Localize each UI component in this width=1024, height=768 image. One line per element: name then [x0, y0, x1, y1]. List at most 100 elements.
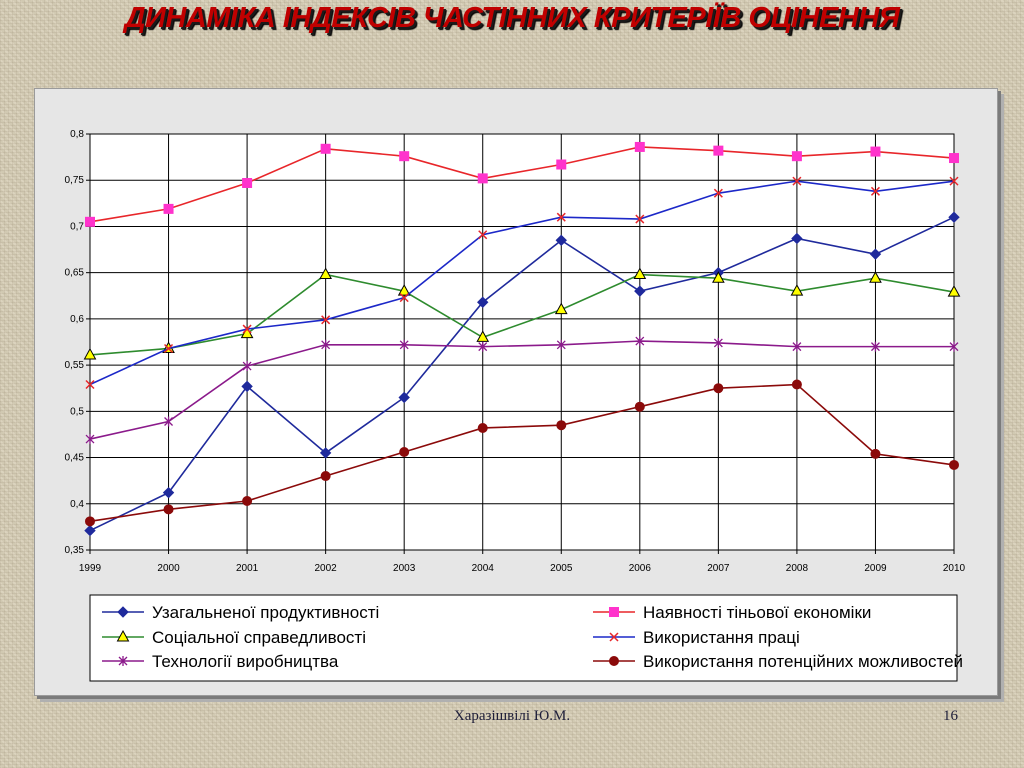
legend-marker-5	[118, 656, 128, 666]
series-6-point	[163, 504, 174, 515]
y-tick-label: 0,55	[65, 360, 85, 371]
series-2-point	[163, 203, 174, 214]
series-6-point	[320, 471, 331, 482]
series-1-point	[948, 211, 960, 223]
legend-marker-1	[117, 606, 129, 618]
y-tick-label: 0,5	[70, 406, 84, 417]
series-4-point	[242, 324, 252, 334]
series-line-3	[89, 273, 955, 356]
series-1-point	[398, 391, 410, 404]
series-5-point	[321, 339, 331, 350]
series-6-point	[949, 459, 959, 470]
series-2-point	[870, 146, 881, 157]
page-number: 16	[943, 708, 958, 724]
x-tick-label: 2010	[943, 563, 966, 574]
series-5-point	[85, 434, 95, 445]
series-line-4	[89, 180, 955, 386]
series-5-point	[242, 361, 252, 372]
chart-panel: 0,35 0,4 0,45 0,5 0,55 0,6 0,65 0,7 0,75 0,8 1999 2…	[34, 88, 998, 696]
series-3-point	[83, 347, 97, 360]
series-3-point	[869, 271, 882, 283]
legend-marker-3	[116, 629, 130, 642]
series-1-point	[869, 248, 882, 260]
series-4-point	[85, 379, 95, 390]
series-3-point	[476, 330, 490, 342]
legend-marker-4	[609, 632, 619, 642]
x-tick-label: 2008	[786, 563, 809, 574]
series-4-point	[792, 176, 802, 186]
series-2-point	[320, 143, 331, 154]
series-4-point	[635, 214, 645, 224]
series-1-point	[477, 296, 489, 308]
series-4-point	[478, 230, 488, 240]
series-5-point	[870, 341, 880, 352]
series-5-point	[635, 336, 645, 347]
series-3-point	[319, 267, 332, 280]
series-5-point	[399, 339, 409, 350]
series-2-point	[634, 141, 645, 152]
y-tick-label: 0,8	[70, 129, 84, 140]
legend-box	[89, 594, 958, 682]
series-5-point	[949, 341, 959, 352]
series-line-2	[89, 146, 955, 223]
series-6-point	[713, 383, 724, 394]
series-6-point	[85, 516, 95, 527]
legend-label-2: Наявності тіньової економіки	[643, 603, 871, 622]
legend-marker-2	[609, 607, 619, 617]
series-1-point	[84, 524, 96, 537]
series-3-point	[947, 285, 961, 297]
series-6-point	[870, 448, 881, 459]
series-line-6	[89, 383, 955, 523]
x-tick-label: 2005	[550, 563, 573, 574]
series-2-point	[242, 177, 253, 188]
series-2-point	[713, 145, 724, 156]
footer-author: Харазішвілі Ю.М.	[453, 708, 571, 724]
y-tick-label: 0,4	[70, 499, 84, 510]
x-tick-label: 2003	[393, 563, 416, 574]
series-1-point	[791, 232, 803, 245]
x-tick-label: 1999	[79, 563, 102, 574]
x-tick-label: 2002	[315, 563, 338, 574]
series-6-point	[791, 379, 802, 390]
series-2-point	[949, 153, 959, 164]
series-1-point	[634, 285, 646, 297]
series-4-point	[949, 176, 959, 186]
series-5-point	[478, 341, 488, 352]
series-4-point	[321, 315, 331, 325]
series-6-point	[399, 447, 410, 458]
series-5-point	[556, 339, 566, 350]
series-3-point	[790, 284, 804, 296]
series-4-point	[870, 186, 880, 196]
y-tick-label: 0,45	[65, 453, 85, 464]
y-tick-label: 0,75	[65, 175, 85, 186]
legend-marker-6	[609, 656, 619, 666]
x-tick-label: 2006	[629, 563, 652, 574]
plot-area	[89, 133, 955, 551]
series-2-point	[399, 151, 410, 162]
series-6-point	[556, 420, 567, 431]
y-tick-label: 0,65	[65, 268, 85, 279]
series-4-point	[713, 188, 723, 198]
series-6-point	[634, 401, 645, 412]
legend-label-3: Соціальної справедливості	[152, 628, 366, 647]
legend-label-6: Використання потенційних можливостей	[643, 652, 963, 671]
series-1-point	[162, 486, 175, 499]
legend-label-4: Використання праці	[643, 628, 800, 647]
line-chart: 0,35 0,4 0,45 0,5 0,55 0,6 0,65 0,7 0,75 0,8 1999 2…	[65, 129, 966, 682]
legend-label-5: Технології виробництва	[152, 652, 339, 671]
series-6-point	[242, 496, 253, 507]
series-1-point	[319, 447, 332, 459]
series-1-point	[555, 234, 567, 247]
x-tick-label: 2009	[864, 563, 887, 574]
series-4-point	[556, 212, 566, 222]
series-4-point	[164, 343, 174, 354]
series-6-point	[477, 422, 488, 433]
legend-label-1: Узагальненої продуктивності	[152, 603, 379, 622]
series-5-point	[713, 337, 723, 348]
x-tick-label: 2004	[472, 563, 495, 574]
series-5-point	[792, 341, 802, 352]
series-2-point	[85, 216, 95, 227]
series-2-point	[477, 173, 488, 184]
series-3-point	[397, 284, 411, 296]
x-tick-label: 2001	[236, 563, 259, 574]
